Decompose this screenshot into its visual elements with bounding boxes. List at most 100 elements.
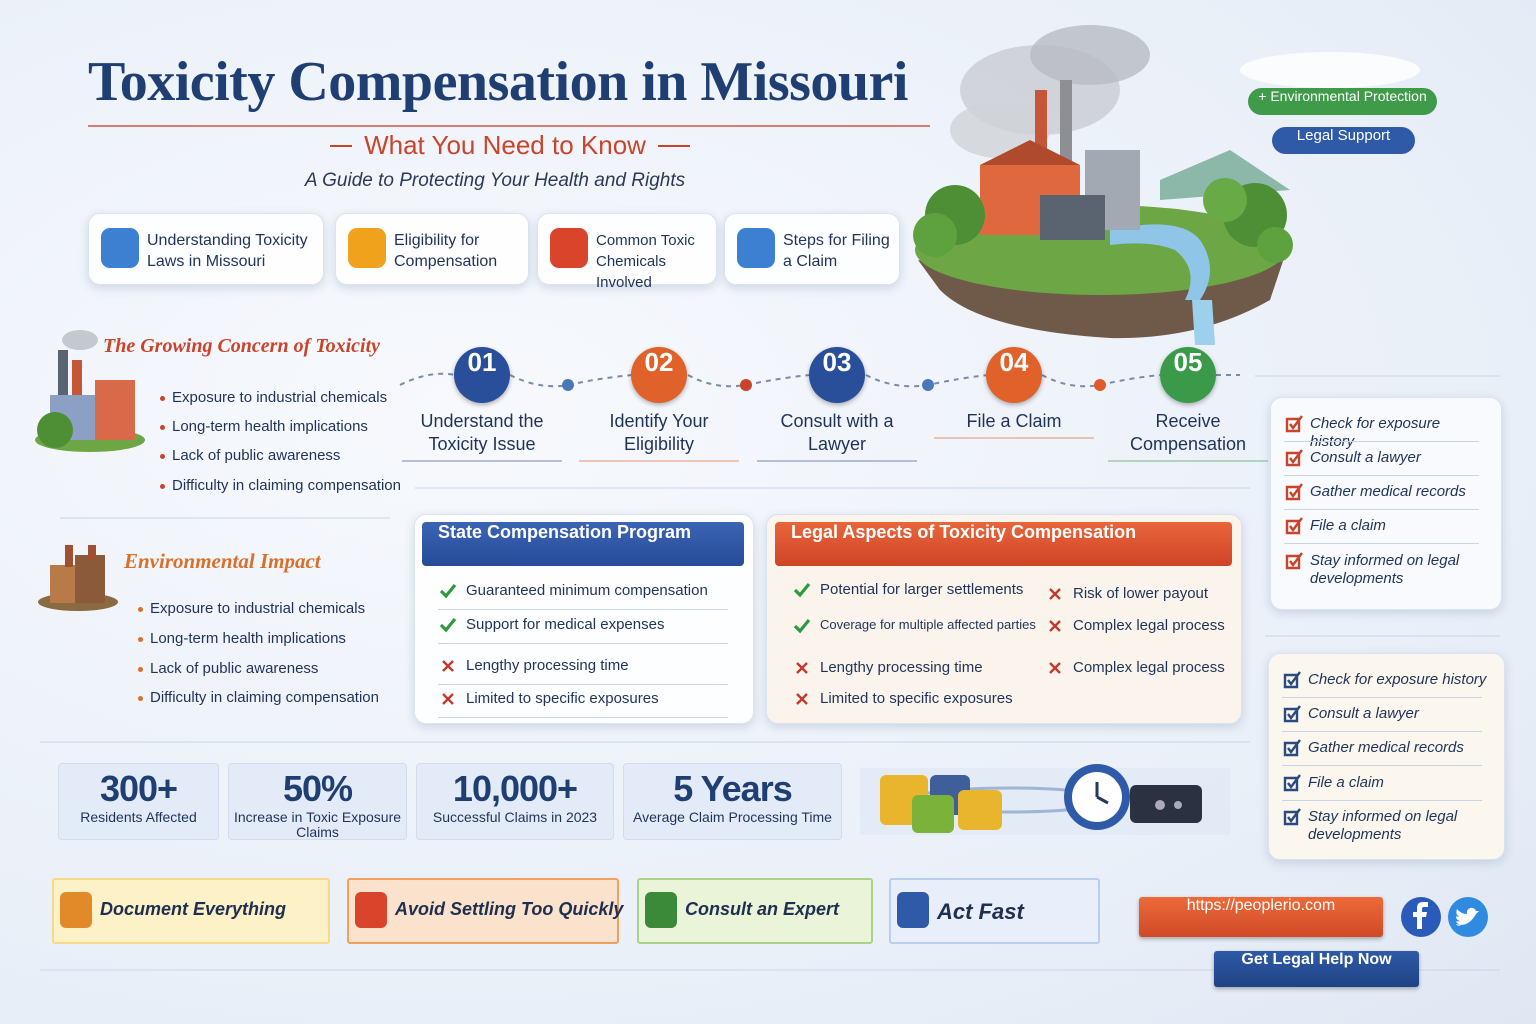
separator bbox=[438, 643, 728, 644]
checklist-item: Stay informed on legal developments bbox=[1310, 552, 1460, 587]
bullet-item: Difficulty in claiming compensation bbox=[172, 477, 401, 494]
step-label: Identify Your Eligibility bbox=[579, 410, 739, 462]
bullet-item: Lack of public awareness bbox=[150, 660, 319, 677]
check-icon bbox=[439, 583, 457, 599]
bullet-dot bbox=[160, 454, 165, 459]
checklist-item: File a claim bbox=[1310, 517, 1386, 534]
tip-label: Consult an Expert bbox=[685, 899, 840, 919]
bullet-item: Exposure to industrial chemicals bbox=[150, 600, 366, 617]
tagline: A Guide to Protecting Your Health and Ri… bbox=[304, 170, 686, 191]
checklist-item: Check for exposure history bbox=[1308, 671, 1487, 688]
check-icon bbox=[439, 617, 457, 633]
tip-card: Consult an Expert bbox=[637, 878, 873, 944]
title: Toxicity Compensation in Missouri bbox=[88, 51, 908, 113]
stat-card: 50% Increase in Toxic Exposure Claims bbox=[228, 763, 407, 840]
boxblue-icon bbox=[1283, 774, 1301, 792]
program-item: Guaranteed minimum compensation bbox=[466, 582, 708, 599]
cta-button[interactable]: Get Legal Help Now bbox=[1214, 951, 1419, 987]
separator bbox=[438, 684, 728, 685]
stat-card: 5 Years Average Claim Processing Time bbox=[623, 763, 842, 840]
topic-label: Common Toxic Chemicals Involved bbox=[596, 232, 695, 291]
topic-card: Common Toxic Chemicals Involved bbox=[537, 213, 717, 291]
topic-label: Understanding Toxicity Laws in Missouri bbox=[147, 232, 308, 270]
section-title: The Growing Concern of Toxicity bbox=[103, 335, 381, 357]
bullet-item: Long-term health implications bbox=[172, 418, 368, 435]
coins-illustration bbox=[860, 764, 1230, 835]
separator bbox=[1282, 731, 1482, 732]
checklist-item: Gather medical records bbox=[1308, 739, 1464, 756]
environment-icon bbox=[38, 545, 118, 611]
tip-label: Avoid Settling Too Quickly bbox=[395, 899, 624, 919]
legal-header: Legal Aspects of Toxicity Compensation bbox=[775, 522, 1232, 566]
check-icon bbox=[793, 582, 811, 598]
step-number: 01 bbox=[454, 347, 510, 403]
step-number: 03 bbox=[809, 347, 865, 403]
bullet-item: Difficulty in claiming compensation bbox=[150, 689, 379, 706]
topic-icon bbox=[101, 228, 139, 268]
bullet-dot bbox=[138, 637, 143, 642]
separator bbox=[1284, 441, 1479, 442]
tip-label: Document Everything bbox=[100, 899, 287, 919]
check-icon bbox=[793, 618, 811, 634]
tip-card: Act Fast bbox=[889, 878, 1100, 944]
badge[interactable]: + Environmental Protection bbox=[1248, 88, 1437, 115]
cross-icon bbox=[442, 693, 454, 705]
program-item: Lengthy processing time bbox=[466, 657, 629, 674]
checklist-card bbox=[1270, 397, 1502, 610]
topic-label: Steps for Filing a Claim bbox=[783, 232, 890, 270]
step-number: 02 bbox=[631, 347, 687, 403]
step-label: Consult with a Lawyer bbox=[757, 410, 917, 462]
topic-card: Eligibility for Compensation bbox=[335, 213, 529, 285]
bullet-dot bbox=[160, 425, 165, 430]
legal-item: Risk of lower payout bbox=[1073, 585, 1209, 602]
stat-value: 300+ bbox=[99, 768, 178, 809]
bullet-item: Lack of public awareness bbox=[172, 447, 341, 464]
checklist-item: Check for exposure history bbox=[1310, 415, 1441, 450]
legal-item: Complex legal process bbox=[1073, 659, 1225, 676]
tip-card: Avoid Settling Too Quickly bbox=[347, 878, 623, 944]
topic-icon bbox=[348, 228, 386, 268]
legal-item: Complex legal process bbox=[1073, 617, 1225, 634]
badge[interactable]: Legal Support bbox=[1272, 127, 1415, 154]
legal-item: Coverage for multiple affected parties bbox=[820, 617, 1036, 632]
bullet-dot bbox=[138, 607, 143, 612]
topic-label: Eligibility for Compensation bbox=[394, 232, 498, 270]
topic-card: Steps for Filing a Claim bbox=[724, 213, 900, 285]
step-label: Understand the Toxicity Issue bbox=[402, 410, 562, 462]
separator bbox=[1284, 475, 1479, 476]
boxblue-icon bbox=[1283, 671, 1301, 689]
topic-card: Understanding Toxicity Laws in Missouri bbox=[88, 213, 324, 285]
program-item: Limited to specific exposures bbox=[466, 690, 659, 707]
cross-icon bbox=[796, 693, 808, 705]
legal-item: Limited to specific exposures bbox=[820, 690, 1013, 707]
tip-icon bbox=[897, 892, 929, 928]
step-number: 04 bbox=[986, 347, 1042, 403]
stat-value: 50% bbox=[282, 768, 353, 809]
landscape-illustration bbox=[913, 25, 1420, 345]
program-header: State Compensation Program bbox=[422, 522, 744, 566]
bullet-item: Exposure to industrial chemicals bbox=[172, 389, 388, 406]
checklist-item: Consult a lawyer bbox=[1310, 449, 1421, 466]
url-button[interactable]: https://peoplerio.com bbox=[1139, 897, 1383, 937]
separator bbox=[438, 609, 728, 610]
bullet-item: Long-term health implications bbox=[150, 630, 346, 647]
cross-icon bbox=[796, 662, 808, 674]
boxred-icon bbox=[1285, 517, 1303, 535]
boxred-icon bbox=[1285, 449, 1303, 467]
tip-card: Document Everything bbox=[52, 878, 330, 944]
bullet-dot bbox=[160, 396, 165, 401]
boxred-icon bbox=[1285, 415, 1303, 433]
separator bbox=[1282, 765, 1482, 766]
subtitle: What You Need to Know bbox=[364, 130, 646, 160]
stat-label: Successful Claims in 2023 bbox=[432, 809, 598, 825]
checklist-item: File a claim bbox=[1308, 774, 1384, 791]
factory-icon bbox=[35, 330, 145, 452]
checklist-item: Stay informed on legal developments bbox=[1308, 808, 1458, 843]
separator bbox=[1284, 509, 1479, 510]
stat-card: 300+ Residents Affected bbox=[58, 763, 219, 840]
stat-label: Average Claim Processing Time bbox=[633, 809, 832, 825]
stat-label: Residents Affected bbox=[80, 809, 197, 825]
step-number: 05 bbox=[1160, 347, 1216, 403]
tip-icon bbox=[60, 892, 92, 928]
bullet-dot bbox=[138, 696, 143, 701]
